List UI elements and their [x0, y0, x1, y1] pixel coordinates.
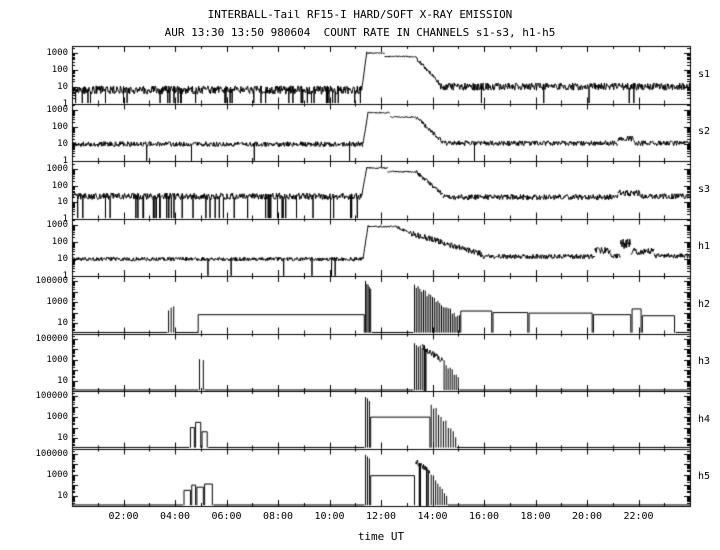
- y-tick-label: 100000: [35, 391, 68, 402]
- panel-label: h4: [698, 413, 711, 425]
- x-tick-label: 10:00: [314, 511, 345, 522]
- y-tick-label: 1: [62, 271, 68, 281]
- y-tick-label: 100: [51, 64, 68, 75]
- x-axis-title: time UT: [357, 530, 405, 543]
- y-tick-label: 100000: [35, 333, 68, 344]
- y-tick-label: 1000: [46, 105, 68, 116]
- x-tick-label: 12:00: [365, 511, 397, 522]
- panel-label: h5: [698, 471, 711, 483]
- y-tick-label: 100: [51, 180, 68, 191]
- y-tick-label: 1000: [46, 354, 68, 365]
- y-tick-label: 1000: [46, 297, 68, 308]
- panel-label: s3: [698, 183, 711, 195]
- y-tick-label: 100000: [35, 448, 68, 459]
- panel-label: h2: [698, 298, 711, 310]
- y-tick-label: 10: [57, 81, 68, 92]
- x-tick-label: 16:00: [468, 511, 500, 522]
- panel-label: s1: [698, 68, 711, 80]
- y-tick-label: 1: [62, 213, 68, 224]
- panel-label: h3: [698, 356, 711, 368]
- y-tick-label: 1000: [46, 47, 68, 58]
- x-tick-label: 04:00: [159, 511, 191, 522]
- y-tick-label: 1000: [46, 220, 68, 231]
- y-tick-label: 10: [57, 197, 68, 208]
- x-tick-label: 14:00: [417, 511, 448, 522]
- y-tick-label: 10: [57, 254, 68, 265]
- y-tick-label: 10: [57, 375, 68, 386]
- y-tick-label: 10: [57, 318, 68, 329]
- y-tick-label: 1: [62, 98, 68, 109]
- y-tick-label: 10: [57, 139, 68, 150]
- x-tick-label: 18:00: [520, 511, 551, 522]
- x-tick-label: 02:00: [108, 511, 139, 522]
- y-tick-label: 100: [51, 237, 68, 248]
- x-tick-label: 20:00: [571, 511, 603, 522]
- y-tick-label: 100: [51, 122, 68, 133]
- y-tick-label: 1000: [46, 164, 68, 175]
- y-tick-label: 1: [62, 156, 68, 166]
- x-tick-label: 22:00: [623, 511, 654, 522]
- y-tick-label: 100000: [35, 276, 68, 287]
- y-tick-label: 10: [57, 490, 68, 501]
- panel-label: h1: [698, 241, 711, 253]
- y-tick-label: 10: [57, 433, 68, 444]
- x-tick-label: 06:00: [211, 511, 242, 522]
- y-tick-label: 1000: [46, 469, 68, 480]
- y-tick-label: 1000: [46, 412, 68, 423]
- x-tick-label: 08:00: [262, 511, 294, 522]
- panel-label: s2: [698, 126, 711, 138]
